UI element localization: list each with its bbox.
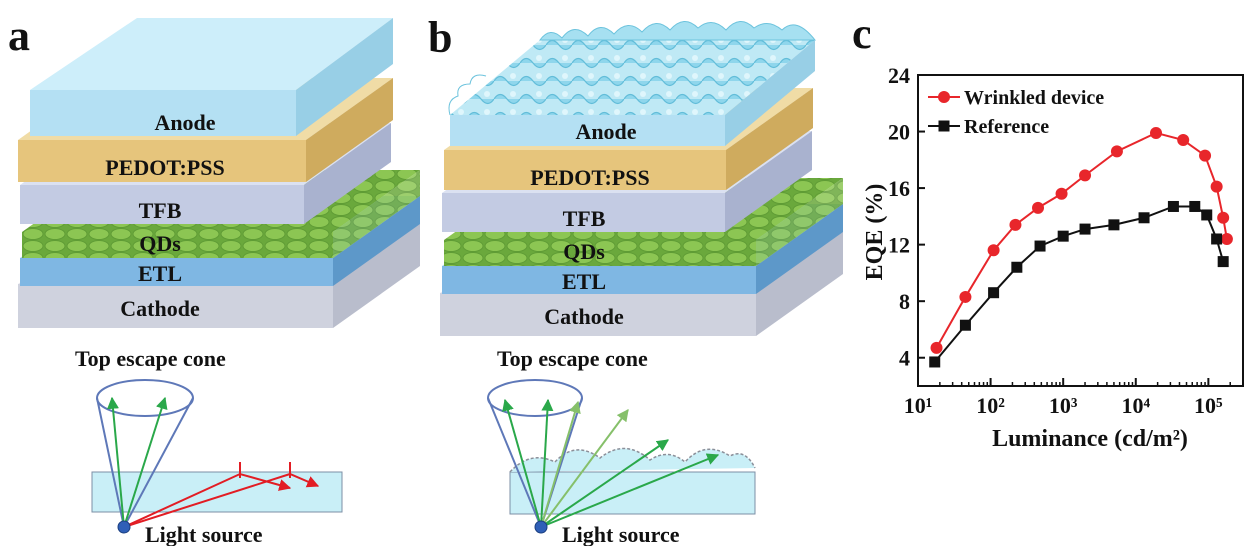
cathode-label: Cathode bbox=[544, 304, 624, 329]
data-point bbox=[1079, 169, 1092, 182]
qds-label: QDs bbox=[563, 239, 605, 264]
legend-marker bbox=[938, 91, 950, 103]
tfb-label: TFB bbox=[563, 206, 606, 231]
y-tick-label: 12 bbox=[888, 233, 910, 258]
data-point bbox=[930, 341, 943, 354]
data-point bbox=[987, 244, 1000, 257]
plot-frame bbox=[917, 74, 1244, 387]
data-point bbox=[929, 356, 941, 368]
etl-label: ETL bbox=[562, 269, 606, 294]
y-tick-label: 16 bbox=[888, 176, 910, 201]
data-point bbox=[1011, 261, 1023, 273]
light-source-label: Light source bbox=[562, 522, 680, 546]
panel-label-c: c bbox=[852, 9, 872, 58]
panel-label-b: b bbox=[428, 13, 453, 62]
anode-label: Anode bbox=[575, 119, 636, 144]
panel-label-a: a bbox=[8, 11, 30, 60]
legend-label: Reference bbox=[964, 116, 1049, 138]
y-tick-label: 4 bbox=[899, 346, 910, 371]
x-tick-label: 10² bbox=[976, 393, 1005, 418]
data-point bbox=[1150, 126, 1163, 139]
x-tick-label: 10¹ bbox=[904, 393, 933, 418]
data-point bbox=[1210, 180, 1223, 193]
data-point bbox=[959, 290, 972, 303]
escape-cone-label: Top escape cone bbox=[75, 346, 226, 371]
data-point bbox=[1108, 219, 1120, 231]
series-line bbox=[933, 205, 1225, 363]
data-point bbox=[1167, 200, 1179, 212]
series-line bbox=[935, 131, 1228, 349]
data-point bbox=[1201, 209, 1213, 221]
data-point bbox=[1032, 201, 1045, 214]
etl-label: ETL bbox=[138, 261, 182, 286]
y-axis: 4 8 12 16 20 24 bbox=[888, 63, 925, 371]
x-tick-label: 10⁵ bbox=[1194, 393, 1223, 418]
data-point bbox=[1199, 149, 1212, 162]
tfb-label: TFB bbox=[139, 198, 182, 223]
data-point bbox=[1057, 230, 1069, 242]
data-point bbox=[1217, 211, 1230, 224]
x-tick-label: 10⁴ bbox=[1121, 393, 1150, 418]
data-point bbox=[1079, 223, 1091, 235]
data-point bbox=[1211, 233, 1223, 245]
data-point bbox=[1220, 232, 1233, 245]
y-tick-label: 24 bbox=[888, 63, 910, 88]
x-axis: 10¹ 10² 10³ 10⁴ 10⁵ bbox=[904, 378, 1244, 418]
x-tick-label: 10³ bbox=[1049, 393, 1078, 418]
legend-marker bbox=[938, 120, 950, 132]
data-point bbox=[1177, 134, 1190, 147]
data-point bbox=[1110, 145, 1123, 158]
anode-layer-wrinkled bbox=[448, 21, 817, 146]
anode-layer bbox=[30, 18, 393, 136]
data-point bbox=[1009, 218, 1022, 231]
cathode-label: Cathode bbox=[120, 296, 200, 321]
data-point bbox=[959, 319, 971, 331]
pedot-label: PEDOT:PSS bbox=[105, 155, 224, 180]
data-point bbox=[1034, 240, 1046, 252]
device-stack-a: Anode PEDOT:PSS TFB QDs ETL Cathode bbox=[18, 18, 420, 328]
legend-label: Wrinkled device bbox=[964, 87, 1104, 109]
data-point bbox=[1189, 200, 1201, 212]
data-point bbox=[1217, 256, 1229, 268]
chart-series bbox=[929, 126, 1233, 368]
qds-label: QDs bbox=[139, 231, 181, 256]
data-point bbox=[1055, 187, 1068, 200]
light-source-label: Light source bbox=[145, 522, 263, 546]
y-tick-label: 8 bbox=[899, 289, 910, 314]
y-tick-label: 20 bbox=[888, 120, 910, 145]
x-axis-title: Luminance (cd/m²) bbox=[992, 426, 1188, 452]
device-stack-b: Anode PEDOT:PSS TFB QDs ETL Cathode bbox=[440, 21, 843, 336]
chart-legend: Wrinkled device Reference bbox=[928, 87, 1104, 138]
escape-cone-diagram-a: Top escape cone Light source bbox=[75, 346, 343, 546]
eqe-luminance-chart: 4 8 12 16 20 24 10¹ 10² 10³ 10⁴ 10⁵ Wrinkled devi… bbox=[862, 63, 1244, 452]
escape-cone-diagram-b: Top escape cone Light source bbox=[487, 346, 756, 546]
y-axis-title: EQE (%) bbox=[862, 184, 888, 281]
data-point bbox=[988, 287, 1000, 299]
anode-label: Anode bbox=[154, 110, 215, 135]
pedot-label: PEDOT:PSS bbox=[530, 165, 649, 190]
escape-cone-label: Top escape cone bbox=[497, 346, 648, 371]
data-point bbox=[1138, 212, 1150, 224]
